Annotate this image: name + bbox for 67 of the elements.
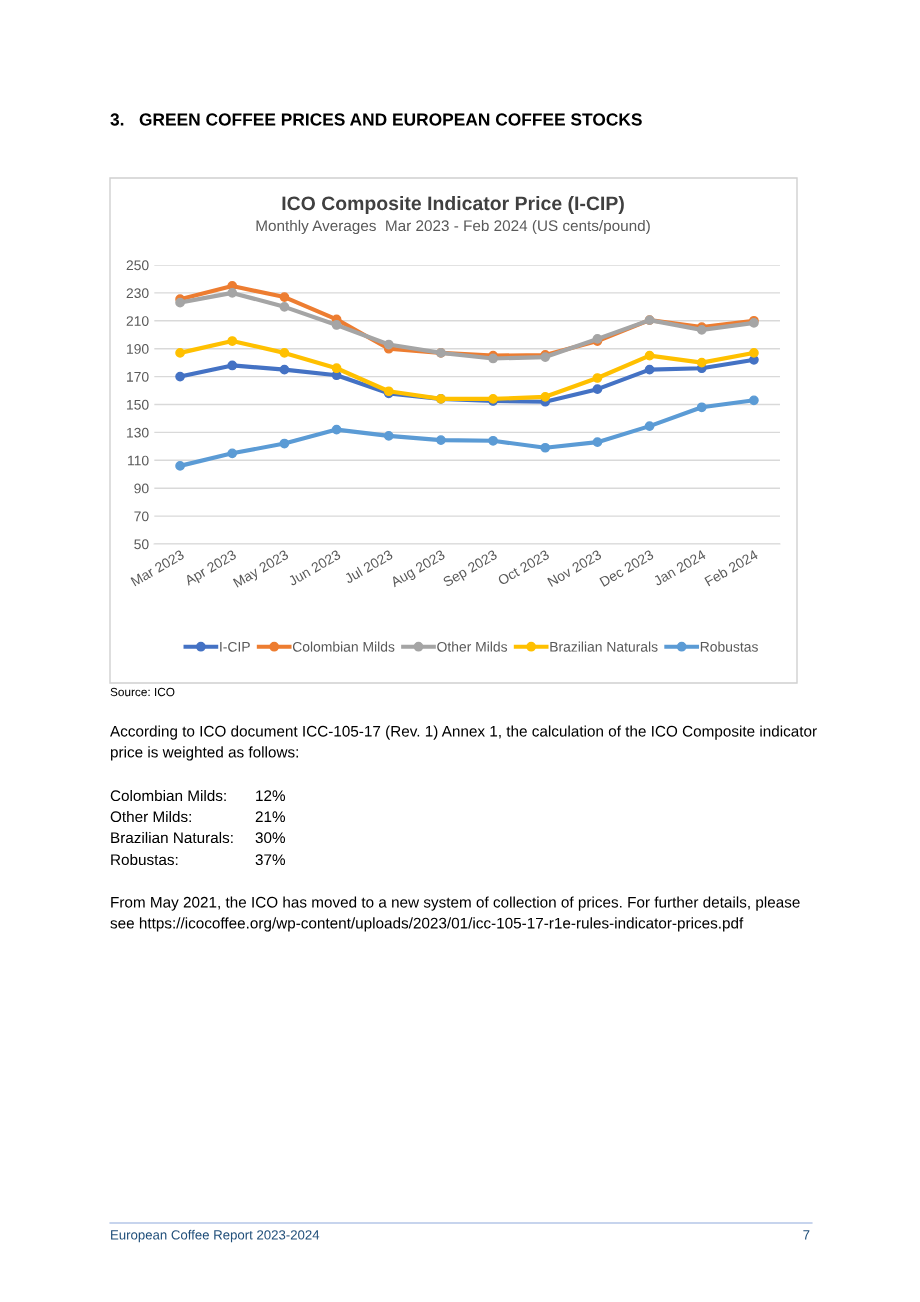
point	[331, 320, 342, 330]
point	[749, 348, 759, 358]
y-tick-label: 250	[126, 260, 149, 271]
text: Robustas:	[111, 853, 178, 866]
point	[227, 360, 238, 371]
point	[279, 301, 290, 312]
chart-subtitle: Monthly Averages Mar 2023 - Feb 2024 (US cents/pound)	[256, 219, 650, 235]
point	[644, 350, 655, 361]
y-tick-label: 70	[134, 511, 149, 522]
point	[175, 461, 185, 471]
text: 30%	[255, 832, 286, 844]
point	[696, 402, 707, 413]
text: Brazilian Naturals:	[111, 831, 233, 844]
x-tick-label: Jul 2023	[343, 549, 394, 584]
y-tick-label: 130	[127, 427, 149, 438]
point	[383, 339, 394, 350]
point	[227, 336, 238, 346]
text: 21%	[255, 811, 286, 823]
point	[696, 357, 707, 368]
legend-label: Other Milds	[437, 641, 508, 652]
point	[749, 395, 759, 406]
source-note: Source: ICO	[110, 687, 175, 697]
legend-label: Colombian Milds	[292, 641, 395, 652]
text: Other Milds:	[110, 810, 191, 823]
point	[592, 437, 603, 448]
y-tick-label: 110	[128, 455, 149, 466]
chart-title: ICO Composite Indicator Price (I-CIP)	[282, 195, 624, 215]
point	[175, 371, 185, 382]
point	[279, 364, 290, 375]
point	[227, 288, 238, 298]
y-tick-label: 210	[126, 316, 149, 326]
point	[436, 435, 446, 445]
point	[227, 448, 238, 459]
y-tick-label: 90	[134, 483, 149, 494]
point	[279, 348, 290, 358]
point	[644, 421, 655, 431]
point	[644, 364, 655, 375]
text: Colombian Milds:	[110, 789, 226, 802]
y-tick-label: 230	[126, 288, 149, 299]
point	[383, 431, 394, 441]
legend-label: I-CIP	[220, 641, 250, 652]
text: 12%	[256, 790, 286, 802]
text: According to ICO document ICC-105-17 (Rev. 1) Annex 1, the calculation of the ICO Composite indicator price is weighted as follows:	[110, 725, 817, 761]
point	[279, 438, 290, 449]
point	[592, 373, 603, 383]
text: 3. GREEN COFFEE PRICES AND EUROPEAN COFFEE STOCKS	[110, 113, 642, 126]
point	[540, 442, 551, 453]
legend-label: Brazilian Naturals	[550, 641, 658, 652]
x-tick-label: Feb 2024	[704, 549, 759, 587]
text: 7	[803, 1230, 810, 1240]
point	[331, 424, 342, 435]
y-tick-label: 150	[127, 399, 149, 410]
y-tick-label: 170	[127, 371, 149, 382]
point	[540, 391, 551, 402]
x-tick-label: Mar 2023	[130, 549, 185, 587]
point	[331, 363, 342, 374]
y-tick-label: 50	[134, 539, 149, 550]
x-tick-label: Jun 2023	[287, 549, 342, 587]
text: From May 2021, the ICO has moved to a new system of collection of prices. For further details, please see https://icocoffee.org/wp-content/uploads/2023/01/icc-105-17-r1e-rules-indicator-prices.pdf	[110, 896, 800, 932]
point	[279, 292, 290, 302]
point	[488, 435, 498, 446]
point	[592, 384, 603, 395]
point	[175, 348, 185, 358]
text: 37%	[255, 854, 286, 866]
text: European Coffee Report 2023-2024	[111, 1229, 320, 1243]
y-tick-label: 190	[127, 344, 149, 354]
legend-label: Robustas	[700, 641, 758, 652]
